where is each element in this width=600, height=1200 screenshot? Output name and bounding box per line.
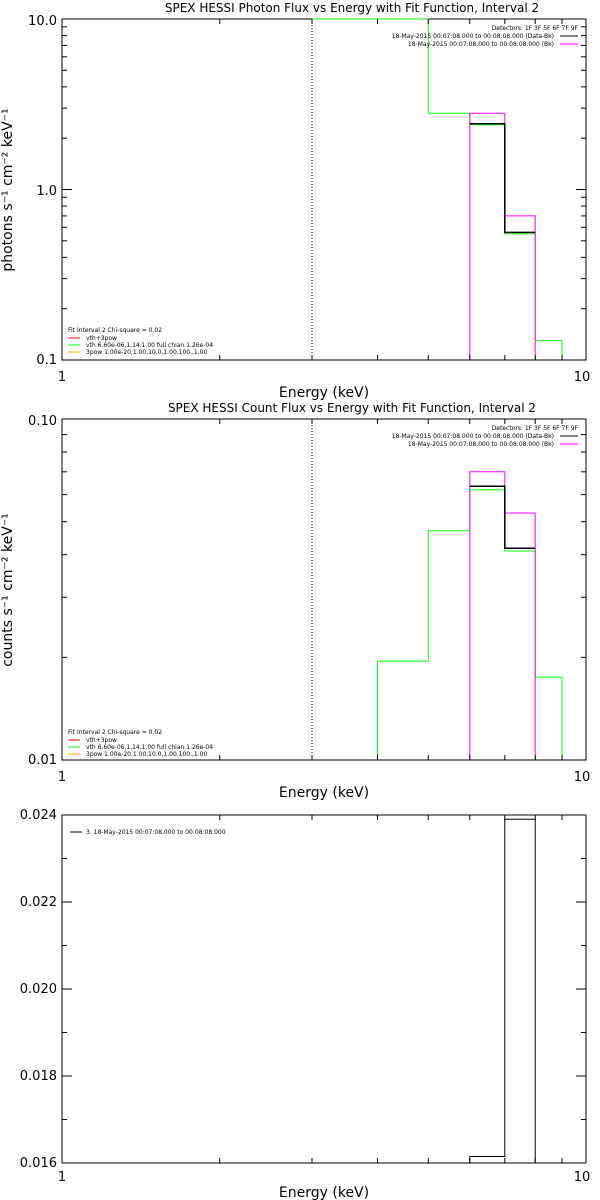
y-tick-label: 0.1 — [36, 353, 57, 368]
data-interval-label: 18-May-2015 00:07:08.000 to 00:08:08.000… — [392, 33, 554, 40]
legend: Fit Interval 2 Chi-square = 0.02 vth+3po… — [68, 327, 213, 356]
detectors-label: Detectors: 1F 3F 5F 6F 7F 9F — [492, 425, 579, 432]
y-tick-label: 0.024 — [20, 808, 57, 823]
legend-entry: vth+3pow — [86, 737, 117, 744]
x-tick-label: 1 — [58, 1170, 66, 1185]
x-tick-label: 10 — [574, 1170, 591, 1185]
legend-header: Fit Interval 2 Chi-square = 0.02 — [68, 729, 162, 736]
count-flux-panel: SPEX HESSI Count Flux vs Energy with Fit… — [0, 401, 590, 801]
y-tick-label: 10.0 — [28, 14, 57, 29]
y-tick-label: 0.018 — [20, 1069, 57, 1084]
series-line — [377, 489, 563, 760]
x-axis-label: Energy (keV) — [279, 385, 369, 401]
bk-interval-label: 18-May-2015 00:07:08.000 to 00:08:08.000… — [408, 441, 554, 448]
x-axis-label: Energy (keV) — [279, 785, 369, 801]
legend-entry: 3pow 1.00e-20,1.00,10.0,1.00,100.,1.00 — [86, 751, 207, 758]
series-line — [469, 123, 536, 234]
legend-entry: vth+3pow — [86, 335, 117, 342]
axes-group — [61, 418, 587, 761]
legend-entry: vth 6.60e-06,1.14,1.00 full chian 1.26e-… — [86, 744, 213, 751]
legend-header: Fit Interval 2 Chi-square = 0.02 — [68, 327, 162, 334]
series-group — [311, 18, 563, 360]
chart-title: SPEX HESSI Photon Flux vs Energy with Fi… — [165, 1, 539, 15]
series-line — [469, 818, 536, 1163]
photon-flux-panel: SPEX HESSI Photon Flux vs Energy with Fi… — [0, 1, 590, 401]
x-tick-label: 1 — [58, 370, 66, 385]
x-axis-label: Energy (keV) — [279, 1185, 369, 1200]
series-line — [469, 471, 536, 760]
residual-panel: 0.016 0.018 0.020 0.022 0.024 1 10 Energ… — [20, 808, 590, 1200]
series-line — [469, 112, 536, 360]
series-group — [311, 419, 563, 760]
plot-frame — [61, 18, 587, 361]
info-box: Detectors: 1F 3F 5F 6F 7F 9F 18-May-2015… — [392, 25, 579, 48]
series-line — [469, 485, 536, 549]
x-tick-label: 10 — [574, 370, 591, 385]
x-tick-label: 10 — [574, 770, 591, 785]
y-axis-label: photons s⁻¹ cm⁻² keV⁻¹ — [0, 108, 16, 271]
series-group — [469, 818, 536, 1163]
info-box: Detectors: 1F 3F 5F 6F 7F 9F 18-May-2015… — [392, 425, 579, 448]
chart-title: SPEX HESSI Count Flux vs Energy with Fit… — [168, 401, 536, 415]
y-tick-label: 0.016 — [20, 1156, 57, 1171]
plot-frame — [61, 814, 587, 1164]
bk-interval-label: 18-May-2015 00:07:08.000 to 00:08:08.000… — [408, 41, 554, 48]
legend-entry: vth 6.60e-06,1.14,1.00 full chian 1.26e-… — [86, 342, 213, 349]
y-tick-label: 0.022 — [20, 895, 57, 910]
y-axis-label: counts s⁻¹ cm⁻² keV⁻¹ — [0, 513, 16, 667]
series-line — [312, 18, 563, 360]
axes-group — [61, 18, 587, 361]
plot-frame — [61, 418, 587, 761]
x-tick-label: 1 — [58, 770, 66, 785]
legend-entry: 3pow 1.00e-20,1.00,10.0,1.00,100.,1.00 — [86, 349, 207, 356]
y-tick-label: 0.01 — [28, 753, 57, 768]
data-interval-label: 18-May-2015 00:07:08.000 to 00:08:08.000… — [392, 433, 554, 440]
legend-entry: 3. 18-May-2015 00:07:08.000 to 00:08:08.… — [86, 829, 226, 836]
axes-group — [61, 814, 587, 1164]
legend: 3. 18-May-2015 00:07:08.000 to 00:08:08.… — [70, 829, 226, 836]
y-tick-label: 0.10 — [28, 414, 57, 429]
detectors-label: Detectors: 1F 3F 5F 6F 7F 9F — [492, 25, 579, 32]
y-tick-label: 1.0 — [36, 184, 57, 199]
legend: Fit Interval 2 Chi-square = 0.02 vth+3po… — [68, 729, 213, 758]
y-tick-label: 0.020 — [20, 982, 57, 997]
